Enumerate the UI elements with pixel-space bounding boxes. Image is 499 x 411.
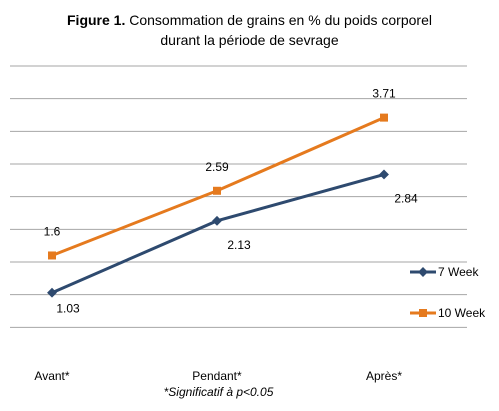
chart-title: Figure 1. Consommation de grains en % du… [0,10,499,50]
series-line-10-week [51,116,385,257]
legend-entry-7-week: 7 Week [438,265,479,279]
x-tick-label: Pendant* [192,369,242,383]
data-point-10-week [380,113,388,122]
data-point-10-week [48,251,56,260]
data-point-10-week [213,186,221,195]
legend-entry-10-week: 10 Week [438,306,486,320]
data-point-7-week [47,287,57,298]
x-tick-label: Après* [366,369,402,383]
x-tick-label: Avant* [34,369,69,383]
legend-marker [418,267,428,277]
figure-number: Figure 1. [67,12,126,28]
data-label: 1.6 [44,224,61,238]
data-label: 2.84 [394,191,418,205]
data-point-7-week [212,215,222,226]
significance-footnote: *Significatif à p<0.05 [163,385,274,399]
title-line-1: Consommation de grains en % du poids cor… [129,12,432,28]
data-label: 2.13 [227,238,251,252]
legend-marker [419,309,427,317]
data-label: 1.03 [56,302,80,316]
data-point-7-week [379,169,389,180]
data-label: 3.71 [372,87,396,101]
title-line-2: durant la période de sevrage [160,32,339,48]
data-label: 2.59 [205,160,229,174]
